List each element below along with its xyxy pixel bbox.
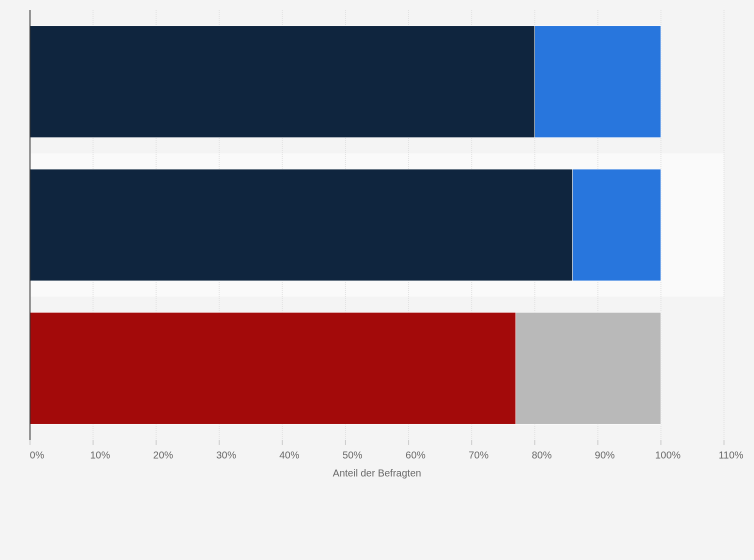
x-tick-label: 100% bbox=[655, 451, 681, 462]
x-tick-label: 90% bbox=[595, 451, 615, 462]
bar-segment bbox=[572, 168, 662, 282]
bar-segment bbox=[29, 168, 573, 282]
x-tick-label: 60% bbox=[406, 451, 426, 462]
x-tick-label: 0% bbox=[30, 451, 45, 462]
x-tick-label: 20% bbox=[153, 451, 173, 462]
bar-segment bbox=[29, 25, 535, 138]
x-tick-label: 110% bbox=[719, 451, 744, 462]
bar-segment bbox=[515, 312, 662, 425]
x-axis-label: Anteil der Befragten bbox=[333, 469, 421, 480]
x-tick-label: 30% bbox=[216, 451, 236, 462]
x-tick-label: 40% bbox=[279, 451, 299, 462]
x-tick-label: 70% bbox=[469, 451, 489, 462]
bar-segment bbox=[29, 312, 517, 425]
bar-segment bbox=[534, 25, 662, 138]
x-tick-label: 10% bbox=[90, 451, 110, 462]
x-tick-label: 50% bbox=[342, 451, 362, 462]
x-tick-label: 80% bbox=[532, 451, 552, 462]
